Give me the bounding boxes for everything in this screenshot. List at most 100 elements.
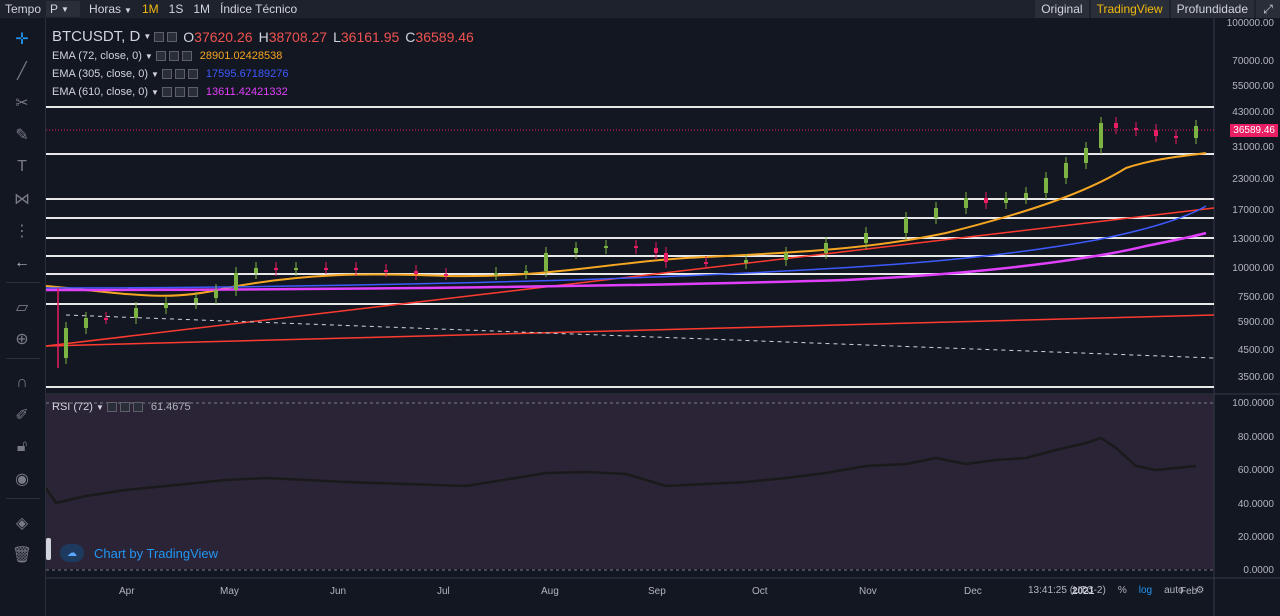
technical-index-button[interactable]: Índice Técnico [220, 2, 298, 16]
ema72-name[interactable]: EMA (72, close, 0) [52, 50, 142, 62]
top-toolbar: Tempo P ▼ Horas ▼ 1M 1S 1M Índice Técnico … [0, 0, 1280, 18]
rsi-tick: 80.0000 [1237, 432, 1274, 443]
candle-body [574, 248, 578, 253]
ema72-legend: EMA (72, close, 0) ▼ 28901.02428538 [52, 50, 282, 62]
candle-body [444, 274, 448, 276]
horas-select[interactable]: Horas ▼ [84, 0, 137, 18]
symbol-name[interactable]: BTCUSDT, D [52, 28, 141, 45]
p-select[interactable]: P ▼ [46, 1, 81, 17]
time-tick: Dec [964, 586, 982, 597]
lock-icon[interactable]: 🔓︎ [16, 438, 28, 455]
ema610-name[interactable]: EMA (610, close, 0) [52, 86, 148, 98]
rsi-name[interactable]: RSI (72) [52, 401, 93, 413]
hide-icon[interactable] [174, 69, 185, 79]
view-switcher: Original TradingView Profundidade ⤢ [1033, 0, 1280, 18]
candle-body [904, 218, 908, 233]
ruler-icon[interactable]: ▱ [15, 299, 29, 316]
price-tick: 10000.00 [1232, 263, 1274, 274]
bottom-bar: 13:41:25 (UTC-2) % log auto ⚙ [1022, 582, 1211, 598]
high-label: H [258, 28, 269, 45]
time-tick: May [220, 586, 239, 597]
settings-icon[interactable] [161, 87, 172, 97]
fib-icon[interactable]: ✂ [15, 95, 29, 112]
price-tick: 70000.00 [1232, 56, 1274, 67]
back-arrow-icon[interactable]: ← [14, 254, 30, 271]
close-icon[interactable] [132, 402, 143, 412]
depth-view-button[interactable]: Profundidade [1170, 0, 1254, 18]
hide-icon[interactable] [168, 51, 179, 61]
measure-icon[interactable]: ⋮ [14, 223, 30, 240]
chevron-down-icon: ▼ [124, 6, 132, 15]
chevron-down-icon[interactable]: ▼ [143, 32, 152, 41]
close-label: C [405, 28, 416, 45]
ema305-name[interactable]: EMA (305, close, 0) [52, 68, 148, 80]
candle-body [1099, 123, 1103, 148]
toolbar-divider [6, 282, 40, 283]
log-toggle[interactable]: log [1138, 584, 1153, 596]
candle-body [1084, 148, 1088, 163]
interval-1s-button[interactable]: 1S [168, 2, 184, 16]
candle-body [1174, 136, 1178, 138]
time-tick: Apr [119, 586, 135, 597]
low-label: L [333, 28, 341, 45]
settings-icon[interactable] [154, 31, 165, 42]
tradingview-watermark[interactable]: ☁ Chart by TradingView [60, 544, 218, 562]
close-icon[interactable] [181, 51, 192, 61]
last-price-tag: 36589.46 [1230, 124, 1278, 137]
dashed-trend-line [65, 314, 1215, 359]
magnet-icon[interactable]: ∩ [16, 374, 28, 391]
eye-icon[interactable]: ◉ [15, 471, 29, 488]
settings-icon[interactable] [106, 402, 117, 412]
hide-icon[interactable] [174, 87, 185, 97]
candle-body [544, 253, 548, 271]
brush-icon[interactable]: ✎ [15, 127, 29, 144]
high-value: 38708.27 [268, 28, 328, 45]
text-icon[interactable]: T [17, 158, 27, 175]
chevron-down-icon[interactable]: ▼ [95, 402, 104, 412]
tradingview-view-button[interactable]: TradingView [1090, 0, 1169, 18]
chevron-down-icon[interactable]: ▼ [151, 87, 159, 97]
toolbar-divider [6, 498, 40, 499]
interval-1m-button[interactable]: 1M [141, 2, 159, 16]
chevron-down-icon: ▼ [61, 4, 69, 14]
pattern-icon[interactable]: ⋈ [14, 191, 30, 208]
auto-toggle[interactable]: auto [1164, 584, 1184, 596]
settings-icon[interactable] [161, 69, 172, 79]
hide-icon[interactable] [167, 31, 178, 42]
time-tick: Sep [648, 586, 666, 597]
trend-line-lower [46, 314, 1215, 347]
candle-body [824, 243, 828, 253]
chevron-down-icon[interactable]: ▼ [144, 51, 153, 61]
candle-body [964, 198, 968, 208]
gear-icon[interactable]: ⚙ [1195, 584, 1205, 596]
chart-area[interactable]: BTCUSDT, D ▼ O 37620.26 H 38708.27 L 36161.9… [46, 18, 1280, 616]
trash-icon[interactable]: 🗑︎ [11, 547, 33, 564]
close-icon[interactable] [187, 69, 198, 79]
candle-body [784, 253, 788, 260]
fullscreen-icon[interactable]: ⤢ [1256, 0, 1280, 18]
original-view-button[interactable]: Original [1035, 0, 1089, 18]
candle-body [1024, 193, 1028, 198]
hide-icon[interactable] [119, 402, 130, 412]
chevron-down-icon[interactable]: ▼ [151, 69, 159, 79]
scroll-handle[interactable] [46, 538, 51, 560]
zoom-icon[interactable]: ⊕ [15, 331, 29, 348]
settings-icon[interactable] [155, 51, 166, 61]
rsi-tick: 100.0000 [1232, 398, 1274, 409]
open-value: 37620.26 [194, 28, 253, 45]
p-select-value: P [50, 2, 59, 16]
lock-drawing-icon[interactable]: ✐ [15, 407, 29, 424]
ema610-line [46, 231, 1207, 292]
crosshair-icon[interactable]: ✛ [15, 31, 29, 48]
candle-body [164, 303, 168, 308]
watermark-text: Chart by TradingView [94, 545, 219, 561]
close-icon[interactable] [187, 87, 198, 97]
time-tick: Jul [437, 586, 450, 597]
layers-icon[interactable]: ◈ [15, 515, 29, 532]
percent-toggle[interactable]: % [1117, 584, 1127, 596]
trendline-icon[interactable]: ╱ [17, 63, 27, 80]
interval-1month-button[interactable]: 1M [193, 2, 210, 16]
price-chart-svg[interactable] [46, 18, 1280, 616]
toolbar-divider [6, 358, 40, 359]
time-tick: Nov [859, 586, 877, 597]
